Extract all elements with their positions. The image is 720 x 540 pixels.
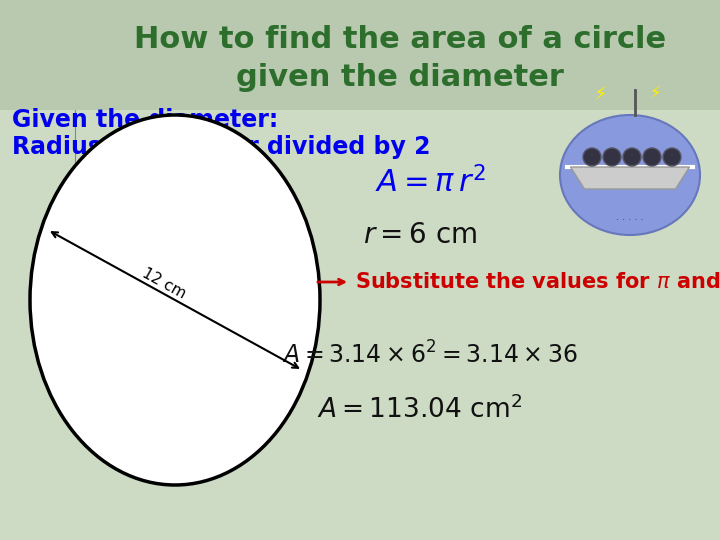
Text: ⚡: ⚡	[649, 84, 661, 102]
Text: $r = 6\ \mathrm{cm}$: $r = 6\ \mathrm{cm}$	[363, 221, 477, 249]
Ellipse shape	[560, 115, 700, 235]
Circle shape	[583, 148, 601, 166]
Text: Radius = diameter divided by 2: Radius = diameter divided by 2	[12, 135, 431, 159]
Polygon shape	[570, 167, 690, 189]
Text: How to find the area of a circle: How to find the area of a circle	[134, 25, 666, 55]
Circle shape	[663, 148, 681, 166]
Text: Substitute the values for $\pi$ and $r$.: Substitute the values for $\pi$ and $r$.	[355, 272, 720, 292]
Text: $A = 113.04\ \mathrm{cm}^2$: $A = 113.04\ \mathrm{cm}^2$	[318, 396, 523, 424]
Text: $A = 3.14 \times 6^2 = 3.14 \times 36$: $A = 3.14 \times 6^2 = 3.14 \times 36$	[282, 341, 578, 369]
FancyBboxPatch shape	[0, 0, 720, 110]
Text: 12 cm: 12 cm	[139, 265, 188, 301]
Circle shape	[643, 148, 661, 166]
Text: $A = \pi \, r^2$: $A = \pi \, r^2$	[374, 166, 485, 198]
Circle shape	[603, 148, 621, 166]
Text: Given the diameter:: Given the diameter:	[12, 108, 278, 132]
Text: given the diameter: given the diameter	[236, 64, 564, 92]
Text: ⚡: ⚡	[593, 85, 607, 105]
Ellipse shape	[30, 115, 320, 485]
Circle shape	[623, 148, 641, 166]
Text: · · · · ·: · · · · ·	[616, 215, 644, 225]
FancyBboxPatch shape	[0, 110, 720, 540]
